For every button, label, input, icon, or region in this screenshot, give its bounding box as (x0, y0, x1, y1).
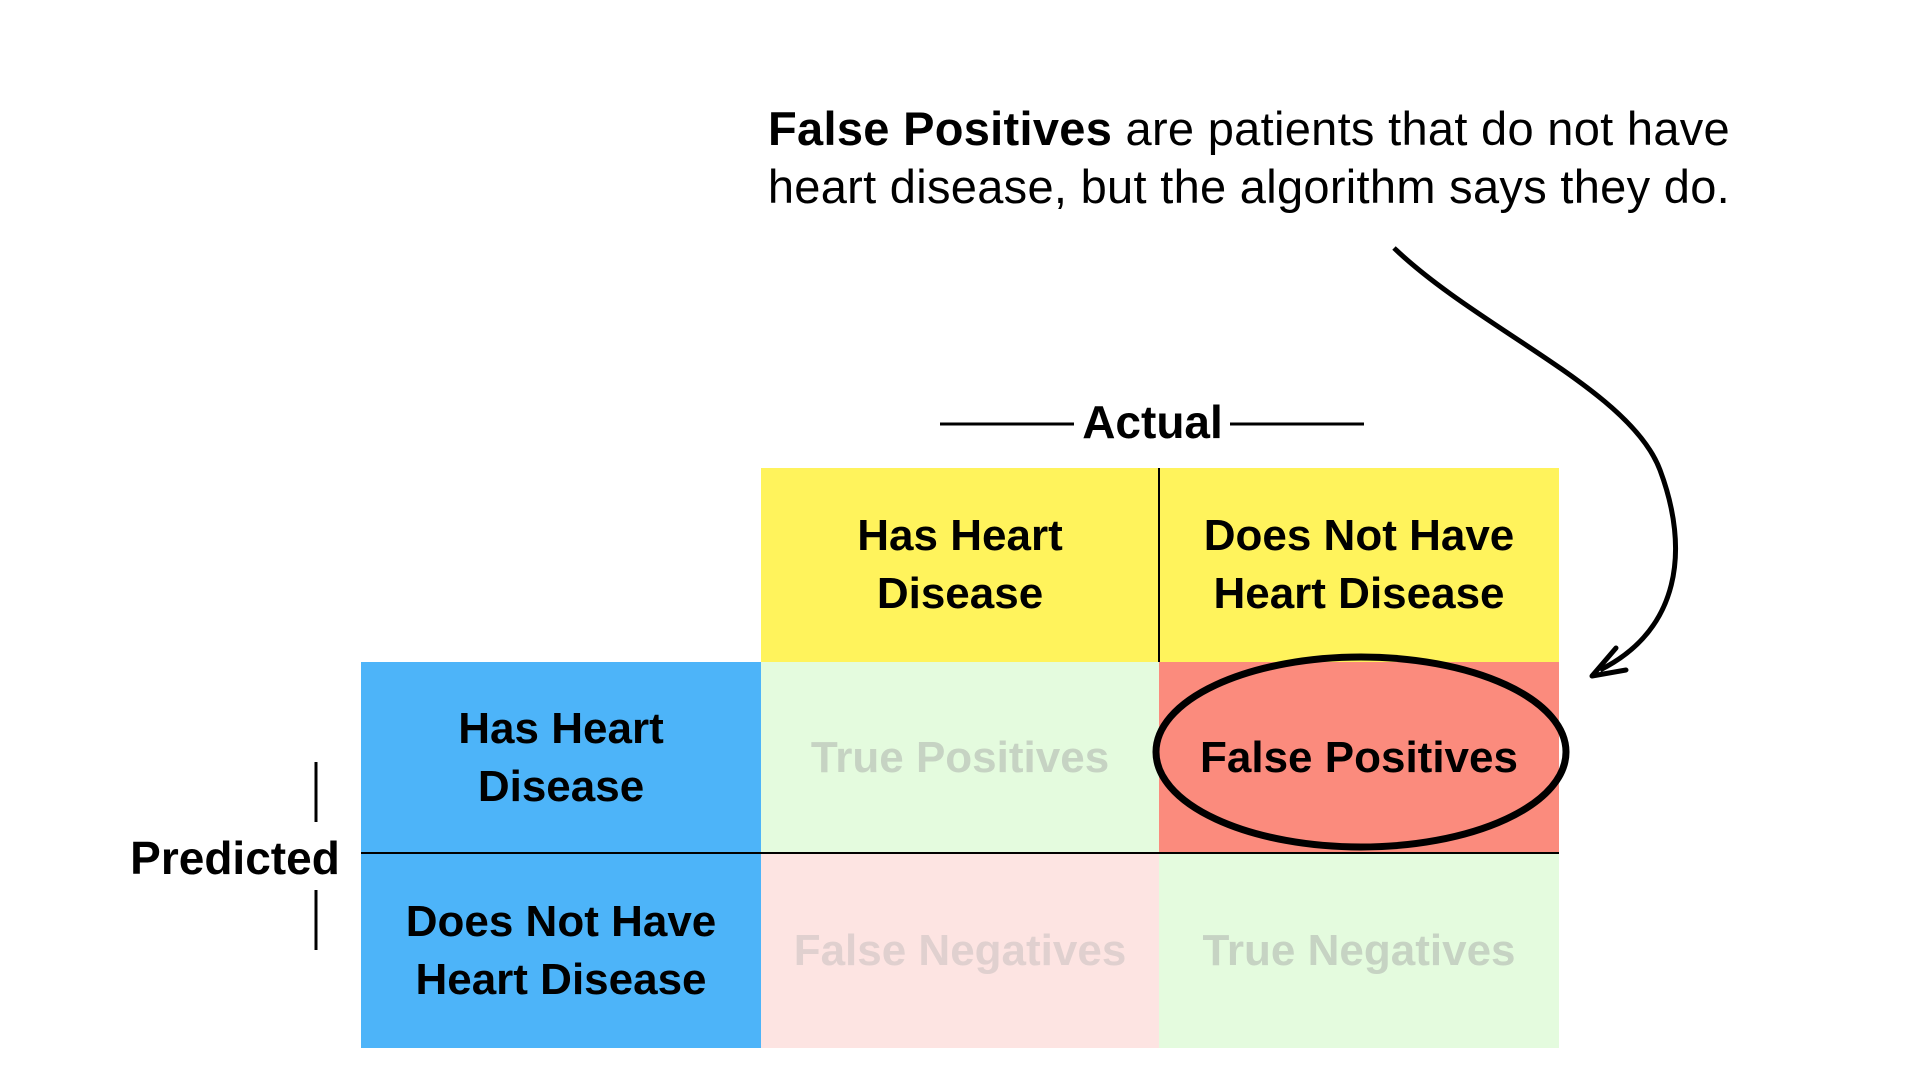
annotation-strong-term: False Positives (768, 102, 1113, 155)
header-text-line: Heart Disease (1213, 569, 1505, 618)
header-text-line: Does Not Have (1203, 511, 1515, 560)
predicted-header-no-heart-disease: Does Not Have Heart Disease (361, 854, 761, 1048)
annotation-line-1: False Positives are patients that do not… (730, 100, 1730, 158)
true-negatives-cell: True Negatives (1159, 854, 1559, 1048)
header-text-line: Disease (477, 762, 645, 811)
actual-header-no-heart-disease: Does Not Have Heart Disease (1159, 468, 1559, 662)
false-negatives-cell: False Negatives (761, 854, 1159, 1048)
false-positives-label: False Positives (1200, 733, 1518, 782)
header-text-line: Does Not Have (405, 897, 717, 946)
false-positives-cell: False Positives (1159, 662, 1559, 854)
header-text-line: Has Heart (857, 511, 1063, 560)
actual-header-has-heart-disease: Has Heart Disease (761, 468, 1159, 662)
header-text-line: Heart Disease (415, 955, 707, 1004)
arrow-head-icon (1589, 645, 1629, 679)
actual-axis-label: Actual (1082, 396, 1223, 448)
header-text-line: Disease (876, 569, 1044, 618)
header-text-line: Has Heart (458, 704, 664, 753)
predicted-header-has-heart-disease: Has Heart Disease (361, 662, 761, 854)
predicted-axis-label: Predicted (130, 832, 340, 884)
annotation-line-2: heart disease, but the algorithm says th… (767, 160, 1730, 213)
false-positives-annotation: False Positives are patients that do not… (730, 100, 1730, 216)
true-positives-cell: True Positives (761, 662, 1159, 854)
true-positives-label: True Positives (810, 733, 1110, 782)
annotation-line-1-rest: are patients that do not have (1112, 102, 1730, 155)
true-negatives-label: True Negatives (1202, 926, 1516, 975)
false-negatives-label: False Negatives (793, 926, 1127, 975)
